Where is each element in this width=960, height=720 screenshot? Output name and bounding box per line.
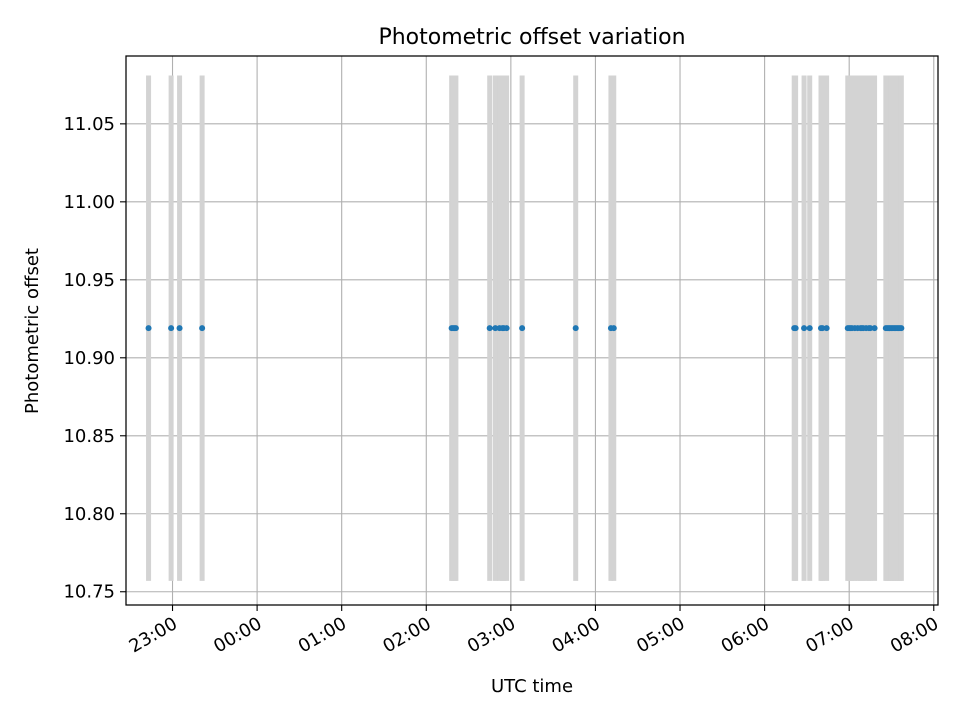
data-point [168, 325, 175, 332]
data-point [503, 325, 510, 332]
data-point [898, 325, 905, 332]
y-tick-label: 10.80 [63, 504, 115, 525]
data-point [792, 325, 799, 332]
data-point [823, 325, 830, 332]
y-tick-label: 11.00 [63, 192, 115, 213]
data-point [801, 325, 808, 332]
data-point [819, 325, 826, 332]
chart-title: Photometric offset variation [378, 25, 685, 50]
y-tick-label: 10.95 [63, 270, 115, 291]
data-point [867, 325, 874, 332]
data-point [486, 325, 493, 332]
data-point [871, 325, 878, 332]
plot-frame [125, 55, 939, 606]
data-point [610, 325, 617, 332]
data-point [806, 325, 813, 332]
x-axis-label: UTC time [491, 676, 573, 697]
y-axis-label: Photometric offset [22, 248, 43, 414]
data-points [145, 325, 905, 332]
y-tick-label: 10.85 [63, 426, 115, 447]
y-axis-ticks: 10.75 10.80 10.85 10.90 10.95 11.00 11.05 [63, 114, 126, 603]
data-point [492, 325, 499, 332]
data-point [145, 325, 152, 332]
data-point [519, 325, 526, 332]
y-tick-label: 10.75 [63, 582, 115, 603]
data-point [572, 325, 579, 332]
y-tick-label: 10.90 [63, 348, 115, 369]
data-point [199, 325, 206, 332]
data-point [452, 325, 459, 332]
data-point [176, 325, 183, 332]
y-tick-label: 11.05 [63, 114, 115, 135]
